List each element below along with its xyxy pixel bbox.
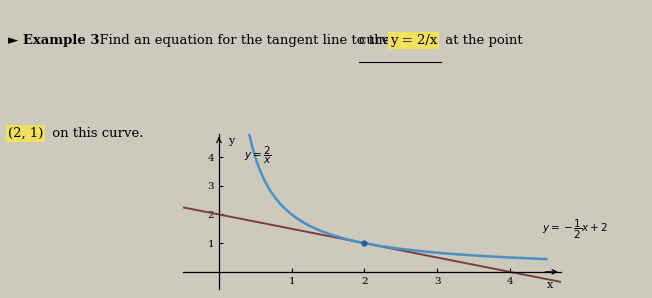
Text: y = 2/x: y = 2/x — [390, 34, 437, 47]
Text: ► Example 3: ► Example 3 — [8, 34, 99, 47]
Text: $y=\dfrac{2}{x}$: $y=\dfrac{2}{x}$ — [244, 145, 272, 166]
Text: curve: curve — [359, 34, 400, 47]
Text: y: y — [228, 136, 234, 145]
Text: (2, 1): (2, 1) — [8, 127, 43, 140]
Text: at the point: at the point — [441, 34, 522, 47]
Text: on this curve.: on this curve. — [48, 127, 143, 140]
Text: Find an equation for the tangent line to the: Find an equation for the tangent line to… — [91, 34, 395, 47]
Text: $y=-\dfrac{1}{2}x+2$: $y=-\dfrac{1}{2}x+2$ — [542, 218, 608, 241]
Text: x: x — [546, 280, 553, 290]
